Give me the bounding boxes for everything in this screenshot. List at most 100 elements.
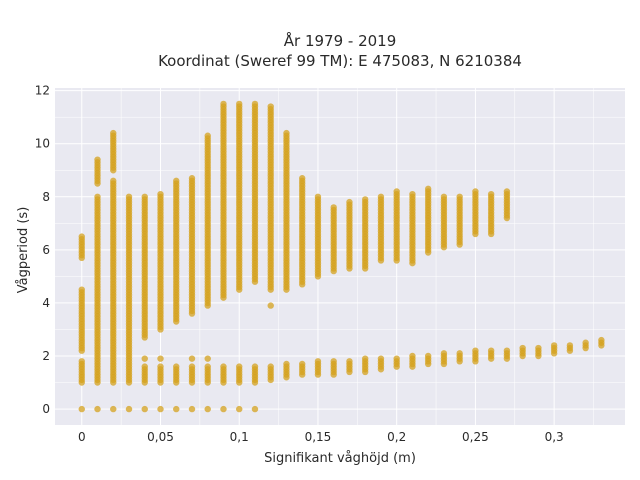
data-point — [267, 302, 274, 309]
x-axis-ticks: 0 0,05 0,1 0,15 0,2 0,25 0,3 — [78, 430, 564, 444]
y-tick-label: 2 — [42, 349, 50, 363]
data-point — [220, 405, 227, 413]
data-point — [141, 405, 148, 413]
data-point — [141, 363, 148, 370]
data-point — [409, 190, 416, 198]
data-point — [283, 129, 290, 137]
data-point — [173, 363, 180, 370]
data-point — [236, 405, 243, 413]
data-point — [472, 347, 479, 354]
data-point — [503, 347, 511, 354]
data-point — [110, 405, 117, 413]
data-point — [110, 177, 117, 185]
data-point — [440, 350, 448, 357]
data-point — [361, 355, 369, 362]
data-point — [424, 352, 432, 360]
data-point — [393, 188, 400, 195]
data-point — [409, 352, 416, 360]
data-point — [377, 193, 385, 200]
data-point — [377, 355, 385, 362]
data-point — [204, 355, 211, 362]
data-point — [299, 360, 306, 368]
data-point — [393, 355, 400, 362]
data-point — [267, 363, 274, 370]
y-axis-label: Vågperiod (s) — [16, 207, 31, 294]
y-tick-label: 12 — [35, 84, 50, 98]
data-point — [503, 188, 511, 195]
x-tick-label: 0,25 — [462, 430, 489, 444]
data-point — [125, 193, 133, 200]
data-point — [188, 175, 196, 182]
data-point — [346, 198, 353, 206]
data-point — [456, 350, 463, 357]
data-point — [220, 363, 227, 370]
y-tick-label: 6 — [42, 243, 50, 257]
data-point — [330, 358, 337, 365]
data-point — [550, 342, 558, 349]
y-tick-label: 0 — [42, 402, 50, 416]
data-point — [487, 190, 495, 198]
data-point — [188, 355, 196, 362]
x-tick-label: 0,05 — [147, 430, 174, 444]
x-tick-label: 0,2 — [387, 430, 406, 444]
data-point — [251, 100, 259, 108]
data-point — [236, 100, 243, 108]
y-axis-ticks: 0 2 4 6 8 10 12 — [35, 84, 50, 416]
data-point — [78, 358, 85, 365]
data-point — [157, 405, 164, 413]
chart-title-line-1: År 1979 - 2019 — [284, 31, 397, 50]
data-point — [204, 132, 211, 139]
data-point — [314, 358, 322, 365]
data-point — [94, 193, 101, 200]
data-point — [251, 363, 259, 370]
data-point — [94, 156, 101, 163]
data-point — [456, 193, 463, 200]
data-point — [173, 177, 180, 185]
data-point — [424, 185, 432, 193]
data-point — [314, 193, 322, 200]
data-point — [346, 358, 353, 365]
data-point — [188, 405, 196, 413]
data-point — [267, 103, 274, 110]
data-point — [299, 175, 306, 182]
data-point — [283, 360, 290, 368]
data-point — [204, 405, 211, 413]
data-point — [188, 363, 196, 370]
plot-area — [55, 88, 625, 425]
data-point — [440, 193, 448, 200]
chart-title-line-2: Koordinat (Sweref 99 TM): E 475083, N 62… — [158, 52, 522, 70]
x-tick-label: 0,1 — [230, 430, 249, 444]
data-point — [157, 190, 164, 198]
data-point — [251, 405, 259, 413]
data-point — [535, 344, 542, 352]
data-point — [110, 129, 117, 137]
data-point — [94, 405, 101, 413]
data-point — [125, 405, 133, 413]
x-axis-label: Signifikant våghöjd (m) — [264, 451, 416, 466]
data-point — [157, 355, 164, 362]
data-point — [157, 363, 164, 370]
data-point — [472, 188, 479, 195]
data-point — [141, 193, 148, 200]
x-tick-label: 0,15 — [305, 430, 332, 444]
y-tick-label: 4 — [42, 296, 50, 310]
data-point — [78, 286, 85, 293]
data-point — [582, 339, 589, 346]
data-point — [598, 336, 605, 344]
x-tick-label: 0 — [78, 430, 86, 444]
data-point — [487, 347, 495, 354]
data-point — [361, 196, 369, 203]
data-points — [78, 100, 605, 413]
data-point — [519, 344, 526, 352]
data-point — [141, 355, 148, 362]
x-tick-label: 0,3 — [545, 430, 564, 444]
data-point — [78, 233, 85, 240]
data-point — [566, 342, 574, 349]
data-point — [236, 363, 243, 370]
data-point — [204, 363, 211, 370]
data-point — [173, 405, 180, 413]
y-tick-label: 8 — [42, 190, 50, 204]
data-point — [78, 405, 85, 413]
data-point — [220, 100, 227, 108]
